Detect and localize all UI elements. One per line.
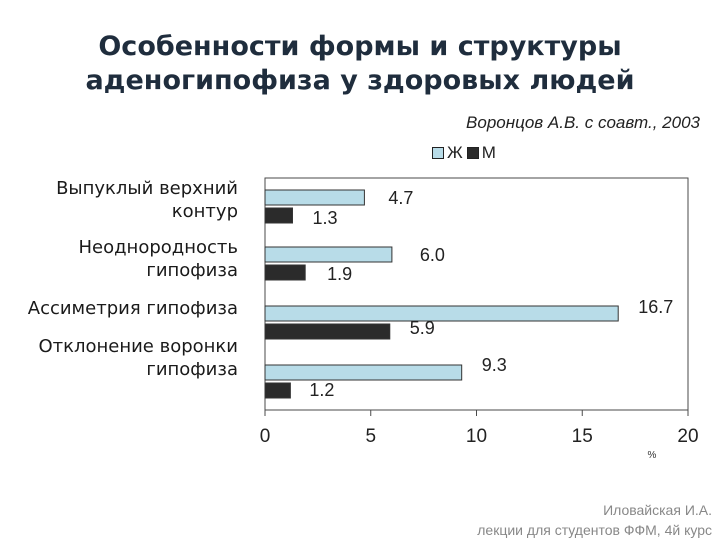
- bar-male-3: [264, 323, 391, 340]
- data-label-female-3: 16.7: [638, 297, 673, 317]
- data-label-female-4: 9.3: [482, 355, 507, 375]
- x-axis-label: %: [648, 450, 657, 461]
- category-label-4-line-2: гипофиза: [146, 359, 238, 380]
- category-label-4-line-1: Отклонение воронки: [38, 336, 238, 357]
- bar-female-1: [264, 189, 365, 206]
- category-label-1-line-1: Выпуклый верхний: [56, 178, 238, 199]
- footer-course: лекции для студентов ФФМ, 4й курс: [477, 522, 712, 538]
- legend-item-female: Ж: [432, 143, 463, 163]
- bar-female-2: [264, 246, 393, 263]
- legend-item-male: М: [466, 143, 496, 163]
- category-label-1: Выпуклый верхний контур: [0, 177, 238, 223]
- data-label-male-3: 5.9: [410, 318, 435, 338]
- category-label-4: Отклонение воронки гипофиза: [0, 335, 238, 381]
- x-tick-label: 10: [466, 426, 487, 447]
- legend-swatch-female: [432, 147, 444, 159]
- slide-title-line-2: аденогипофиза у здоровых людей: [85, 65, 635, 96]
- category-label-2-line-1: Неоднородность: [78, 237, 238, 258]
- slide-title: Особенности формы и структуры аденогипоф…: [0, 30, 720, 98]
- x-tick-label: 0: [260, 426, 271, 447]
- data-label-male-1: 1.3: [312, 208, 337, 228]
- legend-label-male: М: [481, 143, 496, 162]
- footer-credit: Иловайская И.А. лекции для студентов ФФМ…: [477, 500, 712, 540]
- category-label-3-line-1: Ассиметрия гипофиза: [27, 298, 238, 319]
- category-label-2: Неоднородность гипофиза: [0, 236, 238, 282]
- data-label-male-2: 1.9: [327, 264, 352, 284]
- bar-female-3: [264, 305, 619, 322]
- bar-female-4: [264, 364, 463, 381]
- data-label-female-1: 4.7: [388, 188, 413, 208]
- bar-male-1: [264, 207, 293, 224]
- x-tick-label: 5: [365, 426, 376, 447]
- data-label-male-4: 1.2: [309, 380, 334, 400]
- bar-male-2: [264, 264, 306, 281]
- source-citation: Воронцов А.В. с соавт., 2003: [466, 113, 700, 132]
- slide-title-line-1: Особенности формы и структуры: [98, 31, 622, 62]
- x-tick-label: 15: [572, 426, 593, 447]
- category-label-2-line-2: гипофиза: [146, 260, 238, 281]
- bar-male-4: [264, 382, 291, 399]
- data-label-female-2: 6.0: [420, 245, 445, 265]
- legend-swatch-male: [466, 147, 479, 159]
- legend-label-female: Ж: [447, 143, 463, 162]
- category-label-3: Ассиметрия гипофиза: [0, 297, 238, 320]
- x-tick-label: 20: [677, 426, 698, 447]
- chart-legend: Ж М: [432, 143, 496, 163]
- category-label-1-line-2: контур: [171, 201, 238, 222]
- footer-author: Иловайская И.А.: [603, 502, 712, 518]
